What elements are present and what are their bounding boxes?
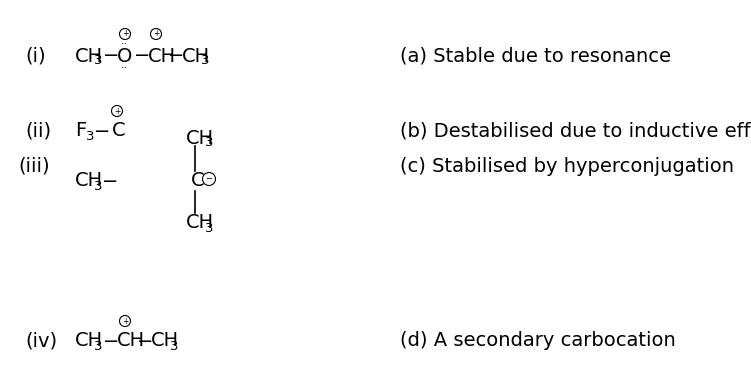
Text: 3: 3 — [94, 340, 102, 352]
Text: (iii): (iii) — [18, 156, 50, 176]
Text: (ii): (ii) — [25, 122, 51, 141]
Text: 3: 3 — [170, 340, 179, 352]
Text: C: C — [112, 122, 125, 141]
Text: 3: 3 — [201, 54, 210, 68]
Text: 3: 3 — [94, 54, 102, 68]
Text: CH: CH — [75, 46, 103, 66]
Text: −: − — [102, 171, 119, 191]
Text: +: + — [114, 107, 120, 115]
Text: −: − — [206, 174, 213, 183]
Text: CH: CH — [186, 213, 214, 232]
Text: 3: 3 — [205, 137, 213, 149]
Text: −: − — [168, 46, 185, 66]
Text: CH: CH — [186, 129, 214, 147]
Text: 3: 3 — [86, 129, 95, 142]
Text: ··: ·· — [121, 63, 128, 73]
Text: 3: 3 — [205, 222, 213, 235]
Text: (i): (i) — [25, 46, 46, 66]
Text: −: − — [137, 332, 153, 350]
Text: CH: CH — [75, 332, 103, 350]
Text: C: C — [191, 171, 204, 191]
Text: −: − — [103, 332, 119, 350]
Text: (a) Stable due to resonance: (a) Stable due to resonance — [400, 46, 671, 66]
Text: (d) A secondary carbocation: (d) A secondary carbocation — [400, 332, 676, 350]
Text: CH: CH — [151, 332, 179, 350]
Text: (b) Destabilised due to inductive effect: (b) Destabilised due to inductive effect — [400, 122, 751, 141]
Text: CH: CH — [117, 332, 145, 350]
Text: CH: CH — [182, 46, 210, 66]
Text: −: − — [103, 46, 119, 66]
Text: (iv): (iv) — [25, 332, 57, 350]
Text: CH: CH — [148, 46, 176, 66]
Text: CH: CH — [75, 171, 103, 191]
Text: ··: ·· — [121, 39, 128, 49]
Text: 3: 3 — [94, 179, 102, 193]
Text: +: + — [122, 29, 128, 39]
Text: O: O — [117, 46, 133, 66]
Text: −: − — [134, 46, 150, 66]
Text: −: − — [94, 122, 110, 141]
Text: +: + — [122, 317, 128, 325]
Text: +: + — [152, 29, 159, 39]
Text: F: F — [75, 122, 86, 141]
Text: (c) Stabilised by hyperconjugation: (c) Stabilised by hyperconjugation — [400, 156, 734, 176]
